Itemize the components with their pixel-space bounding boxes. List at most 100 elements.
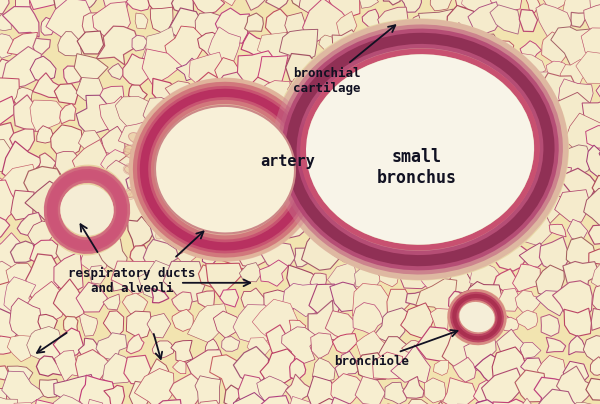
Polygon shape [305, 69, 347, 112]
Polygon shape [551, 93, 595, 139]
Ellipse shape [210, 241, 220, 258]
Polygon shape [103, 294, 120, 310]
Polygon shape [582, 97, 600, 140]
Ellipse shape [256, 232, 266, 245]
Polygon shape [237, 240, 272, 267]
Polygon shape [576, 52, 600, 83]
Polygon shape [286, 374, 316, 404]
Polygon shape [558, 168, 598, 207]
Polygon shape [330, 282, 361, 311]
Polygon shape [10, 129, 35, 156]
Polygon shape [58, 32, 82, 56]
Polygon shape [309, 284, 343, 319]
Polygon shape [281, 327, 319, 364]
Polygon shape [74, 54, 108, 88]
Polygon shape [310, 59, 331, 73]
Polygon shape [76, 95, 116, 135]
Polygon shape [130, 246, 149, 265]
Polygon shape [145, 0, 175, 18]
Polygon shape [217, 247, 247, 269]
Polygon shape [446, 5, 483, 39]
Polygon shape [127, 311, 152, 339]
Polygon shape [53, 279, 84, 321]
Polygon shape [197, 32, 223, 58]
Polygon shape [377, 337, 414, 369]
Polygon shape [0, 233, 25, 273]
Polygon shape [355, 377, 385, 404]
Polygon shape [302, 0, 349, 44]
Polygon shape [242, 0, 269, 11]
Polygon shape [567, 219, 588, 241]
Polygon shape [284, 117, 316, 154]
Polygon shape [563, 145, 592, 178]
Polygon shape [64, 66, 85, 84]
Polygon shape [0, 164, 38, 197]
Ellipse shape [185, 108, 197, 123]
Polygon shape [499, 288, 521, 311]
Polygon shape [383, 0, 401, 5]
Polygon shape [455, 312, 477, 334]
Polygon shape [14, 95, 46, 132]
Ellipse shape [155, 106, 295, 234]
Polygon shape [586, 126, 600, 148]
Polygon shape [24, 166, 64, 201]
Ellipse shape [283, 215, 290, 221]
Polygon shape [99, 86, 124, 109]
Polygon shape [583, 336, 600, 362]
Polygon shape [16, 0, 31, 9]
Polygon shape [461, 0, 505, 16]
Polygon shape [539, 237, 571, 280]
Polygon shape [536, 4, 572, 40]
Ellipse shape [263, 114, 271, 123]
Polygon shape [556, 366, 597, 404]
Ellipse shape [293, 165, 310, 174]
Polygon shape [493, 399, 527, 404]
Polygon shape [0, 308, 22, 342]
Ellipse shape [192, 99, 202, 113]
Polygon shape [538, 356, 565, 386]
Polygon shape [493, 236, 530, 271]
Polygon shape [17, 213, 44, 237]
Ellipse shape [292, 179, 307, 187]
Polygon shape [0, 397, 18, 404]
Polygon shape [263, 219, 294, 248]
Polygon shape [251, 80, 292, 117]
Polygon shape [520, 41, 542, 61]
Polygon shape [76, 78, 104, 104]
Polygon shape [5, 402, 42, 404]
Polygon shape [492, 347, 528, 385]
Polygon shape [195, 400, 224, 404]
Ellipse shape [214, 102, 220, 110]
Polygon shape [449, 291, 467, 309]
Polygon shape [470, 215, 491, 240]
Polygon shape [534, 377, 569, 404]
Polygon shape [233, 305, 277, 344]
Polygon shape [417, 258, 460, 295]
Polygon shape [33, 38, 50, 56]
Polygon shape [151, 219, 176, 245]
Polygon shape [517, 117, 557, 159]
Polygon shape [599, 137, 600, 179]
Polygon shape [28, 221, 59, 252]
Polygon shape [596, 403, 600, 404]
Ellipse shape [247, 92, 253, 104]
Polygon shape [82, 399, 104, 404]
Polygon shape [0, 139, 15, 179]
Polygon shape [332, 30, 364, 63]
Polygon shape [569, 335, 585, 355]
Polygon shape [289, 320, 306, 337]
Polygon shape [526, 0, 540, 13]
Polygon shape [563, 261, 600, 294]
Polygon shape [401, 303, 433, 339]
Polygon shape [286, 53, 323, 90]
Polygon shape [103, 311, 124, 336]
Ellipse shape [298, 179, 315, 189]
Polygon shape [100, 160, 137, 203]
Polygon shape [118, 121, 164, 160]
Polygon shape [469, 236, 502, 268]
Polygon shape [332, 237, 357, 262]
Polygon shape [241, 288, 267, 308]
Polygon shape [101, 126, 125, 155]
Polygon shape [112, 271, 131, 291]
Ellipse shape [130, 159, 138, 165]
